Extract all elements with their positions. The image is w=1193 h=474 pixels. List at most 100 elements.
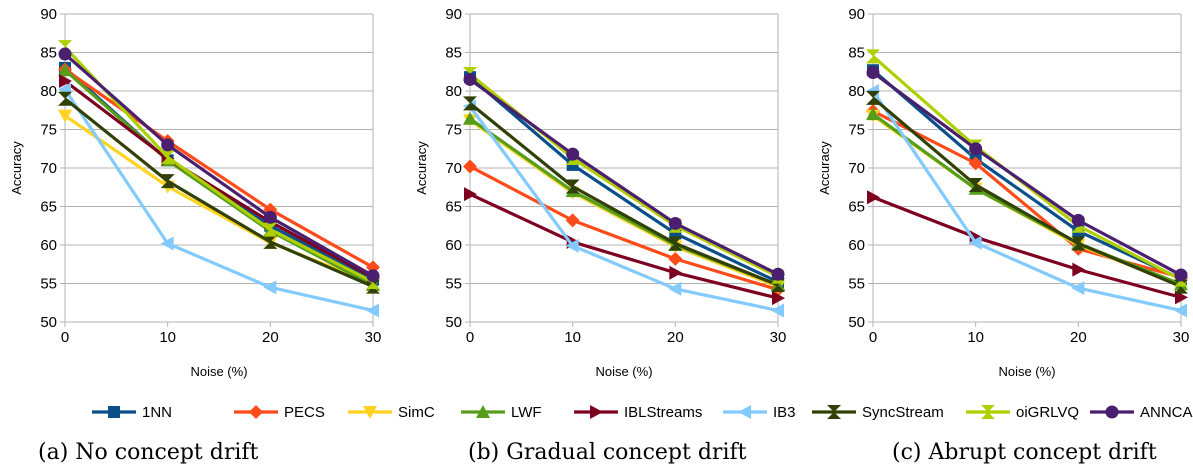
data-point-oigrlvq	[263, 222, 278, 237]
legend: 1NN PECS SimC LWF IBLStreams IB3 SyncStream oiG…	[92, 404, 1193, 421]
data-point-simc	[58, 109, 72, 123]
data-point-ib3	[366, 303, 379, 318]
y-axis-label: Accuracy	[9, 141, 24, 195]
y-tick-label: 90	[848, 6, 865, 23]
y-tick-label: 70	[848, 160, 865, 177]
data-point-syncstream	[668, 236, 683, 251]
y-tick-label: 85	[848, 45, 865, 62]
y-tick-label: 80	[848, 83, 865, 100]
data-point-syncstream	[968, 177, 983, 192]
data-point-iblstreams	[1072, 262, 1086, 277]
x-tick-label: 30	[365, 329, 382, 346]
series-line-ib3	[871, 90, 1182, 313]
data-point-syncstream	[866, 90, 880, 105]
x-tick-label: 10	[159, 329, 176, 346]
legend-label: LWF	[511, 404, 542, 421]
data-point-anncad	[263, 210, 277, 224]
data-point-anncad	[566, 147, 580, 161]
data-point-ib3	[263, 280, 277, 295]
legend-marker	[590, 405, 603, 419]
data-point-iblstreams	[1175, 290, 1188, 305]
series-line-syncstream	[63, 97, 374, 289]
legend-marker	[108, 406, 120, 418]
data-point-anncad	[771, 267, 785, 281]
x-tick-label: 10	[967, 329, 984, 346]
x-axis-label: Noise (%)	[595, 364, 652, 379]
data-point-ib3	[668, 281, 682, 296]
series-line-iblstreams	[64, 79, 374, 279]
series-line-anncad	[872, 71, 1182, 277]
legend-marker	[476, 405, 490, 418]
y-tick-label: 65	[848, 199, 865, 216]
series-line-syncstream	[871, 96, 1182, 289]
legend-label: SyncStream	[862, 404, 944, 421]
data-point-pecs	[463, 159, 477, 174]
data-point-lwf	[463, 111, 477, 125]
data-point-iblstreams	[867, 190, 880, 205]
data-point-iblstreams	[464, 187, 477, 202]
legend-label: oiGRLVQ	[1016, 404, 1079, 421]
data-point-ib3	[565, 238, 579, 253]
data-point-ib3	[160, 236, 174, 251]
legend-marker	[363, 406, 377, 419]
series-line-ib3	[468, 105, 779, 313]
legend-marker	[981, 405, 995, 419]
data-point-syncstream	[58, 91, 72, 106]
legend-marker	[1105, 405, 1119, 419]
legend-item-simc: SimC	[348, 404, 435, 421]
y-tick-label: 90	[40, 6, 57, 23]
series-line-lwf	[63, 69, 374, 287]
x-tick-label: 0	[869, 329, 877, 346]
y-tick-label: 75	[848, 122, 865, 139]
legend-item-1nn: 1NN	[92, 404, 172, 421]
y-tick-label: 65	[40, 199, 57, 216]
series-line-1nn	[871, 68, 1182, 281]
legend-marker	[249, 405, 263, 419]
legend-item-pecs: PECS	[234, 404, 325, 421]
y-tick-label: 55	[848, 276, 865, 293]
y-tick-label: 85	[40, 45, 57, 62]
x-tick-label: 0	[466, 329, 474, 346]
y-tick-label: 75	[40, 122, 57, 139]
legend-label: 1NN	[142, 404, 172, 421]
y-tick-label: 55	[445, 276, 462, 293]
data-point-anncad	[866, 66, 880, 80]
y-tick-label: 75	[445, 122, 462, 139]
chart-panel-abrupt-concept-drift: 50 55 60 65 70 75 80 85 90 0 10 20 30 Noise (%) Accura…	[817, 6, 1189, 379]
legend-marker	[738, 405, 751, 419]
series-line-iblstreams	[469, 192, 779, 300]
y-tick-label: 90	[445, 6, 462, 23]
data-point-syncstream	[160, 174, 175, 189]
data-point-anncad	[1071, 213, 1085, 227]
y-axis-label: Accuracy	[414, 141, 429, 195]
x-tick-label: 30	[1173, 329, 1190, 346]
legend-item-syncstream: SyncStream	[812, 404, 944, 421]
data-point-pecs	[968, 156, 983, 171]
series-line-oigrlvq	[63, 46, 374, 284]
data-point-iblstreams	[59, 73, 72, 88]
data-point-anncad	[58, 47, 72, 61]
x-tick-label: 0	[61, 329, 69, 346]
series-line-syncstream	[468, 102, 779, 287]
data-point-syncstream	[565, 179, 580, 194]
data-point-anncad	[161, 138, 175, 152]
data-point-oigrlvq	[866, 49, 880, 64]
data-point-pecs	[668, 251, 683, 266]
y-tick-label: 70	[40, 160, 57, 177]
y-tick-label: 70	[445, 160, 462, 177]
x-tick-label: 20	[667, 329, 684, 346]
y-tick-label: 80	[40, 83, 57, 100]
y-tick-label: 85	[445, 45, 462, 62]
y-tick-label: 80	[445, 83, 462, 100]
x-axis-label: Noise (%)	[190, 364, 247, 379]
series-line-oigrlvq	[468, 72, 779, 279]
y-tick-label: 60	[40, 237, 57, 254]
series-line-anncad	[469, 78, 779, 276]
x-axis-label: Noise (%)	[998, 364, 1055, 379]
legend-label: IB3	[773, 404, 796, 421]
data-point-syncstream	[1174, 279, 1188, 294]
caption-abrupt-concept-drift: (c) Abrupt concept drift	[892, 440, 1157, 465]
data-point-syncstream	[263, 234, 278, 249]
y-tick-label: 65	[445, 199, 462, 216]
data-point-anncad	[463, 72, 477, 86]
